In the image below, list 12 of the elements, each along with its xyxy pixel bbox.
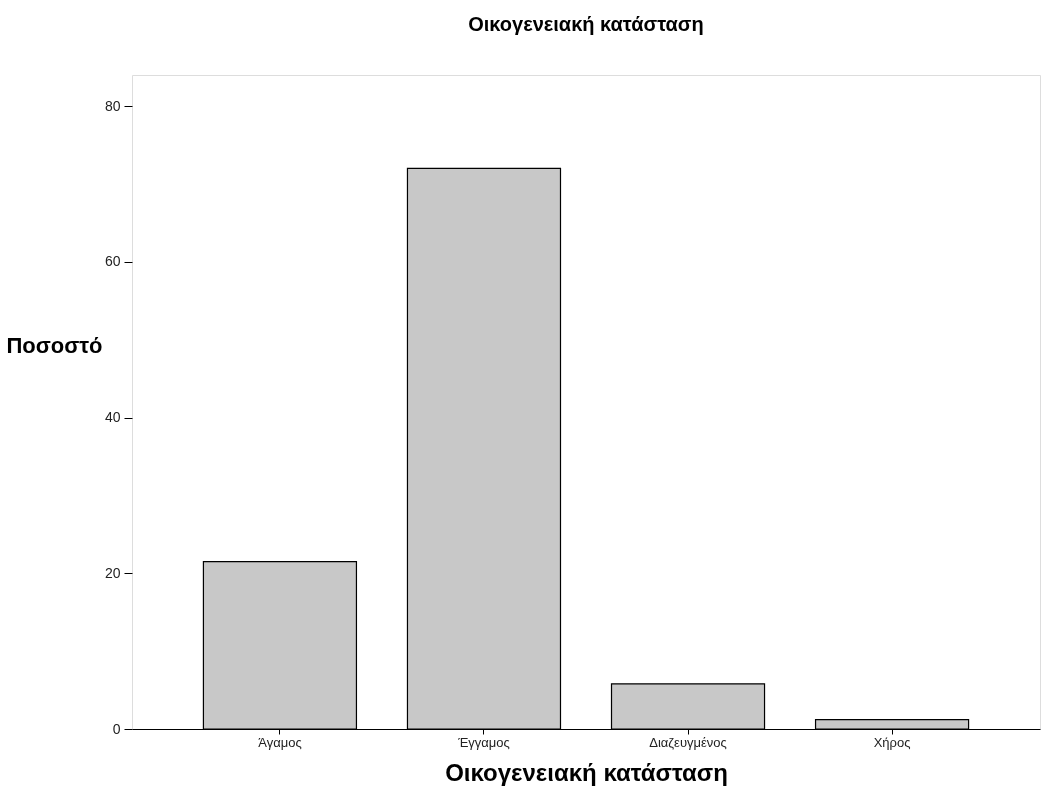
y-axis-title: Ποσοστό [6, 332, 103, 358]
y-tick-label: 0 [112, 720, 121, 737]
x-tick-label: Χήρος [873, 734, 911, 750]
y-tick-label: 60 [104, 253, 121, 270]
x-tick-label: Άγαμος [258, 734, 302, 750]
x-tick-label: Έγγαμος [457, 734, 510, 750]
chart-title: Οικογενειακή κατάσταση [468, 13, 704, 35]
x-axis-title: Οικογενειακή κατάσταση [445, 758, 728, 786]
x-tick-label: Διαζευγμένος [649, 734, 727, 750]
y-tick-label: 20 [104, 564, 121, 581]
y-tick-label: 80 [104, 97, 121, 114]
y-tick-label: 40 [104, 409, 121, 426]
